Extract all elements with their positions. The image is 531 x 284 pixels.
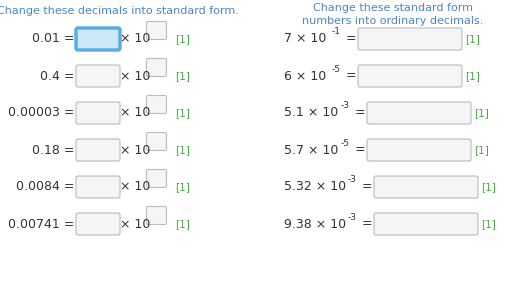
Text: 0.00003 =: 0.00003 = — [7, 106, 74, 120]
FancyBboxPatch shape — [76, 139, 120, 161]
FancyBboxPatch shape — [76, 65, 120, 87]
Text: × 10: × 10 — [120, 32, 150, 45]
Text: 5.1 × 10: 5.1 × 10 — [284, 106, 338, 120]
Text: [1]: [1] — [175, 34, 190, 44]
Text: [1]: [1] — [465, 34, 480, 44]
Text: [1]: [1] — [175, 71, 190, 81]
FancyBboxPatch shape — [147, 95, 167, 114]
Text: [1]: [1] — [481, 182, 496, 192]
Text: [1]: [1] — [175, 145, 190, 155]
Text: [1]: [1] — [474, 145, 489, 155]
FancyBboxPatch shape — [367, 139, 471, 161]
Text: 0.00741 =: 0.00741 = — [7, 218, 74, 231]
Text: [1]: [1] — [465, 71, 480, 81]
FancyBboxPatch shape — [147, 206, 167, 224]
Text: =: = — [362, 218, 373, 231]
FancyBboxPatch shape — [147, 133, 167, 151]
Text: -5: -5 — [332, 64, 341, 74]
Text: × 10: × 10 — [120, 106, 150, 120]
FancyBboxPatch shape — [374, 213, 478, 235]
Text: 0.01 =: 0.01 = — [31, 32, 74, 45]
FancyBboxPatch shape — [147, 170, 167, 187]
FancyBboxPatch shape — [374, 176, 478, 198]
FancyBboxPatch shape — [76, 102, 120, 124]
Text: Change these decimals into standard form.: Change these decimals into standard form… — [0, 6, 239, 16]
Text: =: = — [362, 181, 373, 193]
Text: Change these standard form
numbers into ordinary decimals.: Change these standard form numbers into … — [302, 3, 484, 26]
Text: 0.0084 =: 0.0084 = — [15, 181, 74, 193]
Text: [1]: [1] — [175, 182, 190, 192]
Text: × 10: × 10 — [120, 218, 150, 231]
FancyBboxPatch shape — [76, 176, 120, 198]
FancyBboxPatch shape — [358, 28, 462, 50]
Text: × 10: × 10 — [120, 70, 150, 82]
Text: [1]: [1] — [481, 219, 496, 229]
Text: -3: -3 — [348, 176, 357, 185]
Text: 6 × 10: 6 × 10 — [284, 70, 326, 82]
FancyBboxPatch shape — [76, 28, 120, 50]
Text: -3: -3 — [348, 212, 357, 222]
Text: 0.18 =: 0.18 = — [31, 143, 74, 156]
Text: 7 × 10: 7 × 10 — [284, 32, 327, 45]
Text: -1: -1 — [332, 28, 341, 37]
Text: =: = — [346, 70, 357, 82]
Text: 5.32 × 10: 5.32 × 10 — [284, 181, 346, 193]
Text: [1]: [1] — [175, 219, 190, 229]
Text: 0.4 =: 0.4 = — [39, 70, 74, 82]
Text: =: = — [355, 143, 366, 156]
Text: 9.38 × 10: 9.38 × 10 — [284, 218, 346, 231]
Text: =: = — [355, 106, 366, 120]
FancyBboxPatch shape — [76, 213, 120, 235]
Text: × 10: × 10 — [120, 143, 150, 156]
FancyBboxPatch shape — [147, 59, 167, 76]
Text: 5.7 × 10: 5.7 × 10 — [284, 143, 338, 156]
Text: -3: -3 — [341, 101, 350, 110]
Text: -5: -5 — [341, 139, 350, 147]
FancyBboxPatch shape — [367, 102, 471, 124]
Text: [1]: [1] — [175, 108, 190, 118]
FancyBboxPatch shape — [147, 22, 167, 39]
Text: × 10: × 10 — [120, 181, 150, 193]
Text: [1]: [1] — [474, 108, 489, 118]
Text: =: = — [346, 32, 357, 45]
FancyBboxPatch shape — [358, 65, 462, 87]
